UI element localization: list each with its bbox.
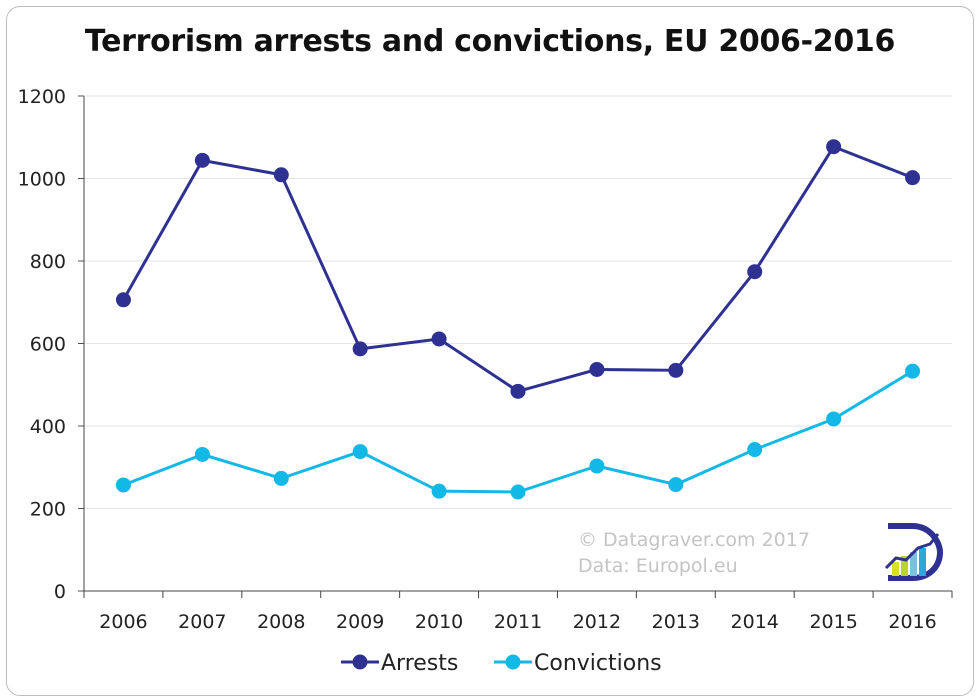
y-tick-label: 1200 (18, 86, 66, 108)
data-point-convictions (273, 470, 289, 486)
data-point-arrests (194, 152, 210, 168)
x-tick-label: 2010 (415, 611, 463, 633)
data-point-convictions (668, 477, 684, 493)
data-point-convictions (431, 483, 447, 499)
gridlines (84, 95, 952, 509)
legend: Arrests Convictions (341, 651, 662, 676)
data-point-arrests (352, 341, 368, 357)
credit-copyright: © Datagraver.com 2017 (578, 529, 810, 551)
legend-marker-arrests (352, 654, 368, 670)
data-point-convictions (589, 458, 605, 474)
data-point-convictions (115, 477, 131, 493)
legend-marker-convictions (505, 654, 521, 670)
data-point-arrests (273, 167, 289, 183)
chart-frame (6, 6, 974, 696)
x-tick-label: 2015 (809, 611, 857, 633)
x-tick-label: 2013 (652, 611, 700, 633)
x-tick-label: 2006 (99, 611, 147, 633)
data-point-arrests (668, 362, 684, 378)
datagraver-logo (884, 523, 943, 581)
y-tick-label: 200 (30, 499, 66, 521)
data-point-arrests (905, 170, 921, 186)
x-tick-label: 2016 (888, 611, 936, 633)
y-tick-label: 600 (30, 334, 66, 356)
data-point-convictions (747, 442, 763, 458)
chart-title: Terrorism arrests and convictions, EU 20… (84, 24, 896, 59)
credit-source: Data: Europol.eu (578, 555, 738, 577)
x-tick-label: 2008 (257, 611, 305, 633)
data-point-convictions (352, 444, 368, 460)
x-tick-label: 2012 (573, 611, 621, 633)
x-tick-label: 2011 (494, 611, 542, 633)
data-point-arrests (431, 331, 447, 347)
x-tick-label: 2007 (178, 611, 226, 633)
x-tick-label: 2009 (336, 611, 384, 633)
credits: © Datagraver.com 2017 Data: Europol.eu (578, 529, 810, 577)
y-tick-label: 800 (30, 251, 66, 273)
data-point-arrests (115, 292, 131, 308)
legend-label-convictions: Convictions (534, 651, 662, 676)
y-tick-label: 400 (30, 416, 66, 438)
data-point-arrests (747, 264, 763, 280)
axes: 0 200 400 600 800 1000 1200 2006 2007 2008 2009 201… (18, 86, 953, 633)
legend-label-arrests: Arrests (381, 651, 458, 676)
data-point-arrests (510, 383, 526, 399)
y-tick-label: 1000 (18, 169, 66, 191)
data-point-arrests (589, 361, 605, 377)
data-point-convictions (826, 411, 842, 427)
data-point-convictions (510, 484, 526, 500)
data-point-arrests (826, 139, 842, 155)
series-layer (115, 139, 921, 500)
x-tick-label: 2014 (731, 611, 779, 633)
data-point-convictions (905, 363, 921, 379)
y-tick-label: 0 (54, 581, 66, 603)
data-point-convictions (194, 446, 210, 462)
series-line-arrests (122, 145, 914, 393)
